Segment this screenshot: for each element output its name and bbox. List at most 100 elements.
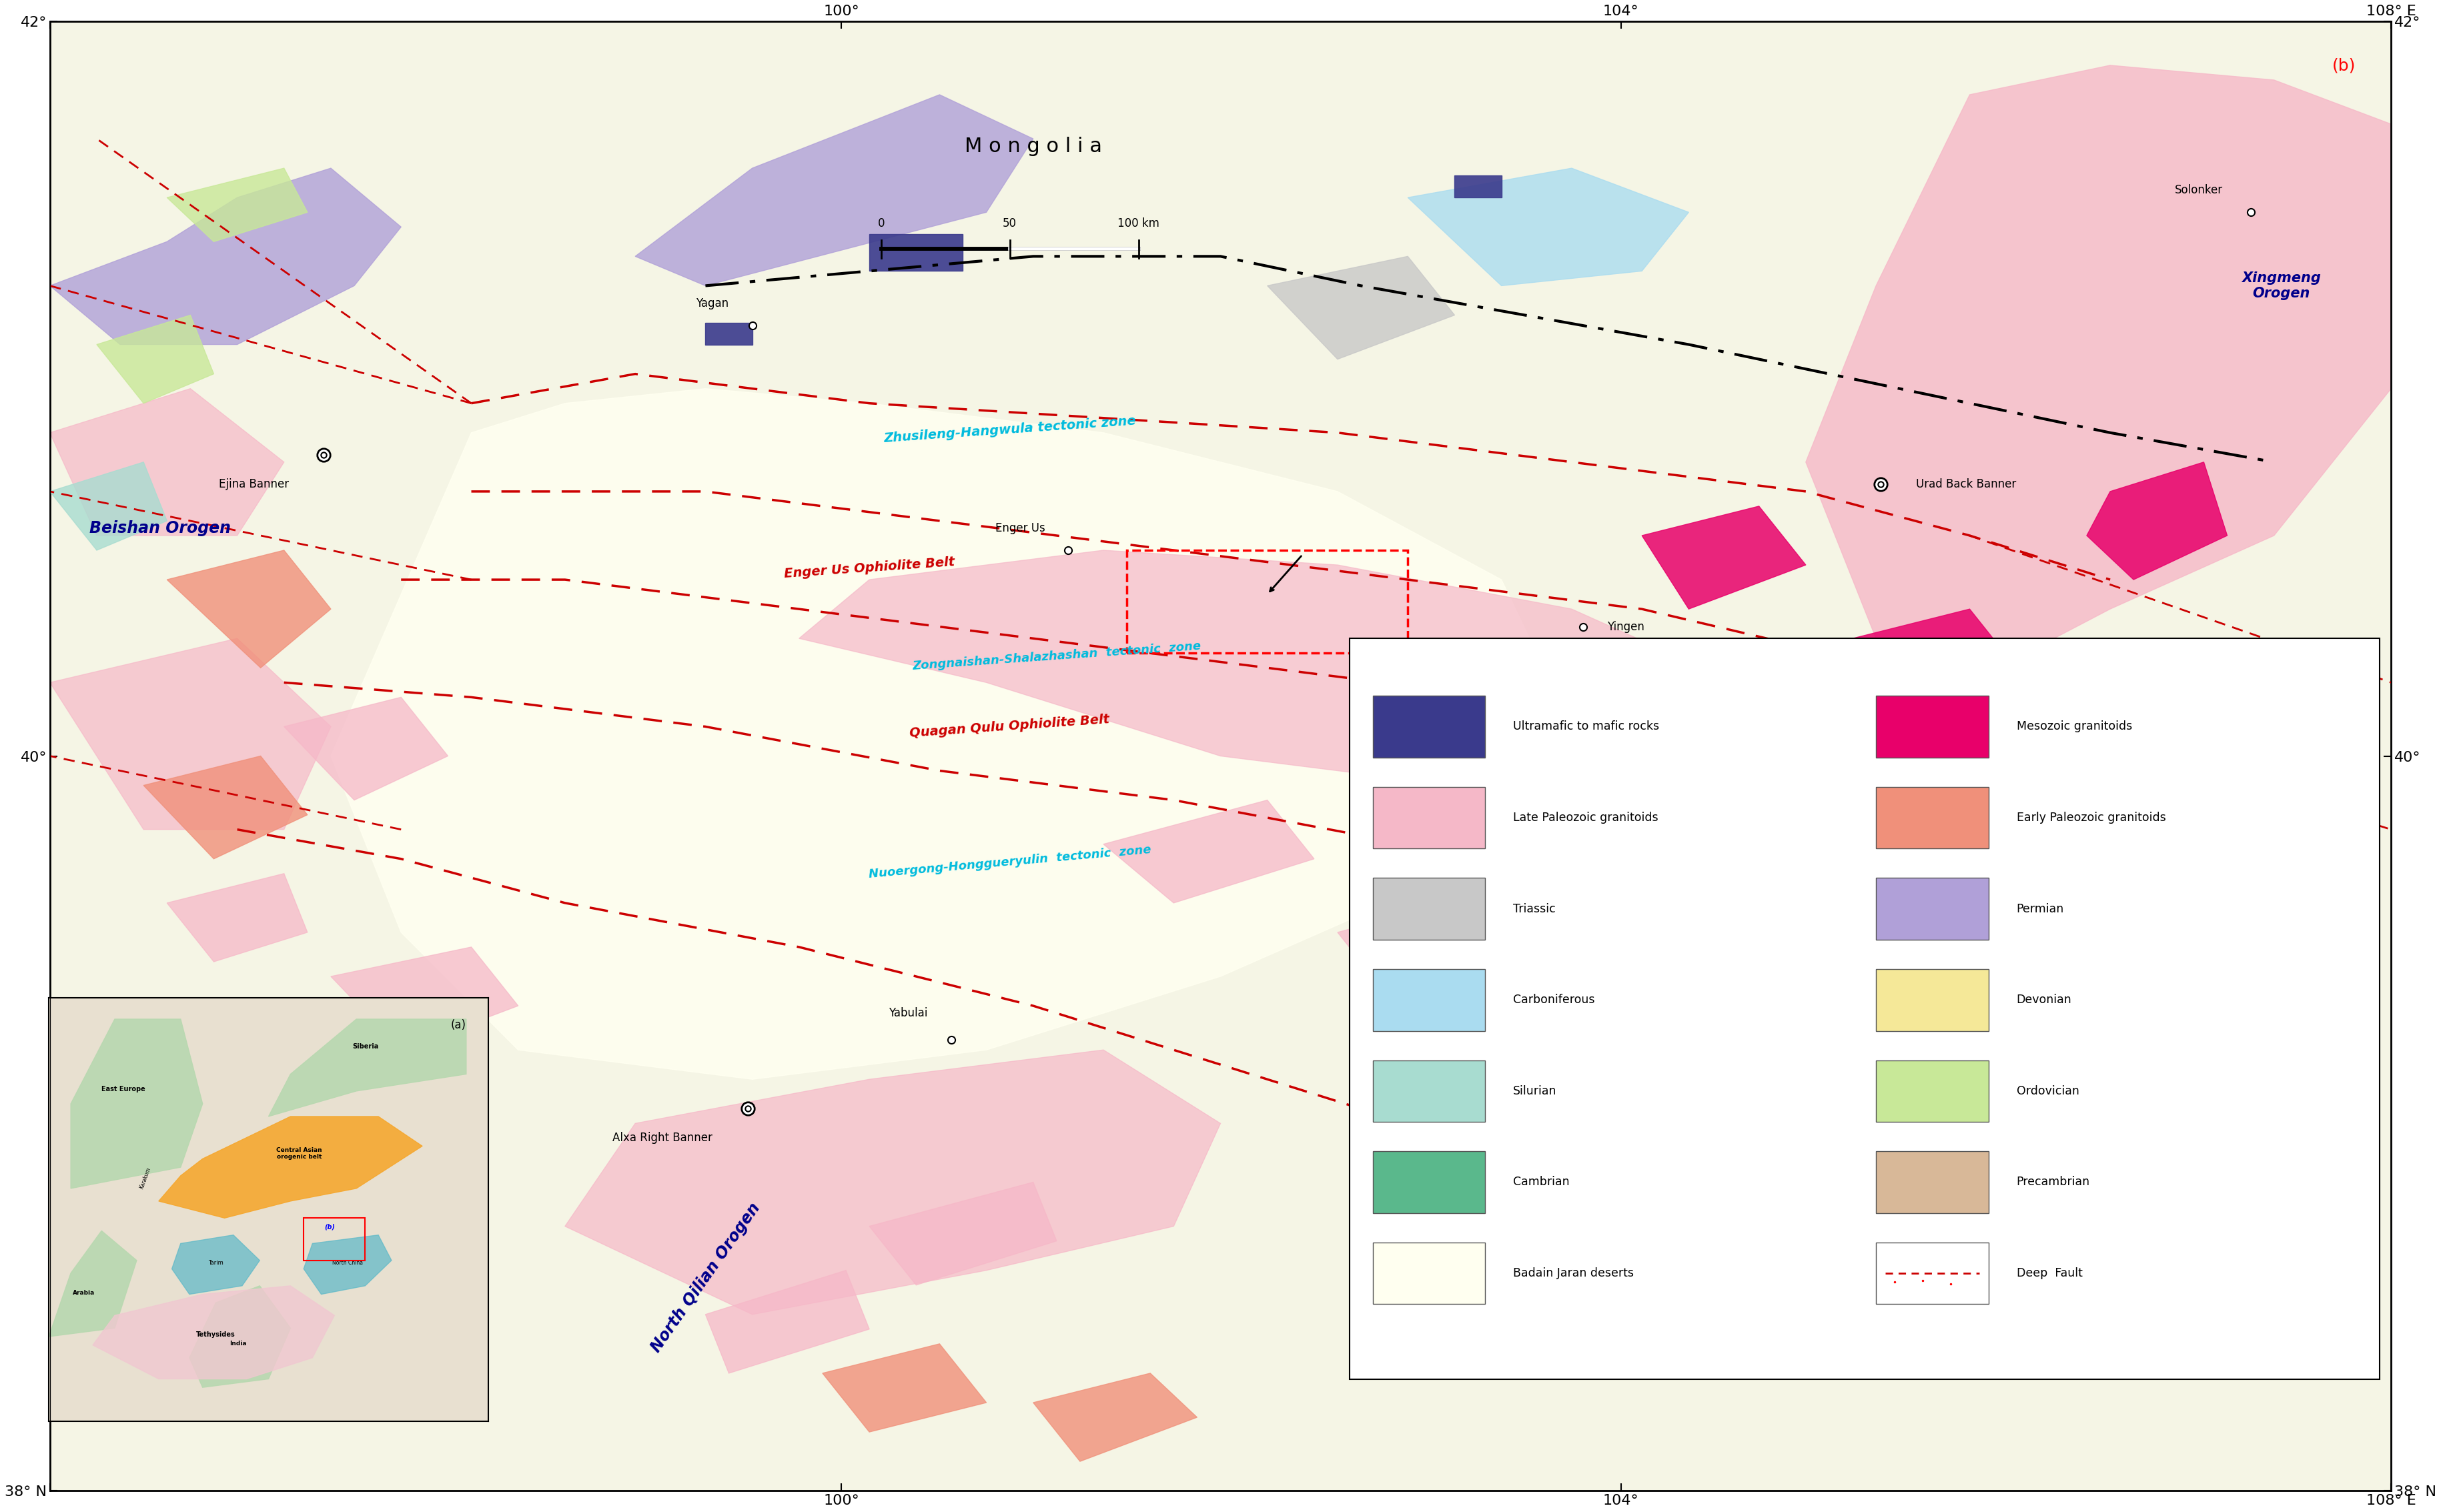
Text: Enger Us Ophiolite Belt: Enger Us Ophiolite Belt [784,555,954,581]
Text: Nuoergong-Honggueryulin  tectonic  zone: Nuoergong-Honggueryulin tectonic zone [869,844,1152,880]
Text: Karakum: Karakum [139,1167,151,1190]
Polygon shape [823,1344,986,1432]
Bar [1877,878,1989,939]
Text: Quagan Qulu: Quagan Qulu [1614,708,1687,720]
Bar [1372,969,1484,1031]
Text: Zhusileng-Hangwula tectonic zone: Zhusileng-Hangwula tectonic zone [884,414,1138,445]
Text: Deep  Fault: Deep Fault [2016,1267,2082,1279]
Text: Mesozoic granitoids: Mesozoic granitoids [2016,721,2131,733]
Text: Zongnaishan-Shalazhashan  tectonic  zone: Zongnaishan-Shalazhashan tectonic zone [913,640,1201,673]
Text: Alxa Right Banner: Alxa Right Banner [613,1132,713,1145]
Text: Quagan Qulu Ophiolite Belt: Quagan Qulu Ophiolite Belt [910,714,1111,739]
Text: Alxa  Terrane: Alxa Terrane [1467,1093,1584,1110]
Polygon shape [93,1285,334,1379]
Polygon shape [49,638,332,830]
Text: Triassic: Triassic [1513,903,1555,915]
Polygon shape [269,1019,466,1116]
Text: Yagan: Yagan [696,298,730,310]
Text: Beishan Orogen: Beishan Orogen [90,520,229,537]
Bar [1372,878,1484,939]
Polygon shape [869,234,962,271]
Text: Ordovician: Ordovician [2016,1086,2080,1098]
Polygon shape [303,1235,391,1294]
Text: (b): (b) [2334,57,2356,74]
Text: Yingen: Yingen [1606,620,1645,632]
Text: Devonian: Devonian [2016,993,2072,1005]
Text: Precambrian: Precambrian [2016,1176,2089,1188]
Bar [1372,696,1484,758]
Text: Tarim: Tarim [207,1259,225,1266]
Text: Silurian: Silurian [1513,1086,1557,1098]
Bar [1877,1060,1989,1122]
Polygon shape [705,322,752,345]
Text: Siberia: Siberia [352,1043,378,1049]
Polygon shape [1455,175,1501,198]
Polygon shape [166,550,332,668]
Text: Ultramafic to mafic rocks: Ultramafic to mafic rocks [1513,721,1660,733]
Bar [1877,969,1989,1031]
Polygon shape [798,550,1736,785]
Text: 50: 50 [1003,218,1018,230]
Text: North Qilian Orogen: North Qilian Orogen [647,1201,764,1355]
Text: 0: 0 [876,218,884,230]
Text: Carboniferous: Carboniferous [1513,993,1594,1005]
Polygon shape [283,697,447,800]
Text: Central Asian
orogenic belt: Central Asian orogenic belt [276,1148,322,1160]
Text: Solonker: Solonker [2175,184,2221,197]
Polygon shape [2087,463,2226,579]
Text: Permian: Permian [2016,903,2065,915]
Bar [1877,696,1989,758]
Text: Xingmeng
Orogen: Xingmeng Orogen [2241,271,2321,301]
Polygon shape [332,389,1572,1080]
Polygon shape [49,389,283,535]
Text: Ejina Banner: Ejina Banner [220,478,288,490]
Text: Arabia: Arabia [73,1290,95,1296]
Bar [1128,550,1408,653]
Polygon shape [49,463,166,550]
Polygon shape [1643,507,1806,609]
Polygon shape [1267,257,1455,360]
Bar [1877,1151,1989,1213]
Text: Urad Back Banner: Urad Back Banner [1916,478,2016,490]
Text: M o n g o l i a: M o n g o l i a [964,136,1101,156]
Polygon shape [166,168,308,242]
Text: Enger Us: Enger Us [996,522,1045,534]
Polygon shape [159,1116,422,1219]
Text: Bayan Nuru: Bayan Nuru [1543,779,1609,791]
Polygon shape [635,95,1033,286]
Polygon shape [144,756,308,859]
Polygon shape [564,1049,1220,1314]
Polygon shape [166,874,308,962]
Bar [1877,1243,1989,1305]
Text: East Europe: East Europe [103,1086,146,1092]
Polygon shape [869,1182,1057,1285]
Polygon shape [49,168,400,345]
Text: North China: North China [332,1259,364,1266]
Bar [1372,1060,1484,1122]
Polygon shape [71,1019,203,1188]
Bar [1372,1151,1484,1213]
Bar [303,1219,366,1261]
Text: Yabulai: Yabulai [889,1007,928,1019]
Text: 100 km: 100 km [1118,218,1159,230]
Polygon shape [1103,800,1313,903]
Text: India: India [229,1341,247,1346]
Bar [1350,638,2380,1379]
Text: North China  Craton: North China Craton [1882,726,2058,742]
Polygon shape [1408,168,1689,286]
Polygon shape [49,1231,137,1337]
Text: Badain Jaran deserts: Badain Jaran deserts [1513,1267,1633,1279]
Text: (a): (a) [452,1019,466,1031]
Polygon shape [1828,609,2016,727]
Polygon shape [98,314,215,404]
Bar [1877,786,1989,848]
Text: Cambrian: Cambrian [1513,1176,1570,1188]
Polygon shape [190,1285,290,1388]
Polygon shape [705,1270,869,1373]
Polygon shape [1338,888,1526,992]
Text: (b): (b) [325,1223,334,1229]
Text: Late Paleozoic granitoids: Late Paleozoic granitoids [1513,812,1657,824]
Bar [1372,1243,1484,1305]
Polygon shape [1806,65,2392,682]
Bar [1372,786,1484,848]
